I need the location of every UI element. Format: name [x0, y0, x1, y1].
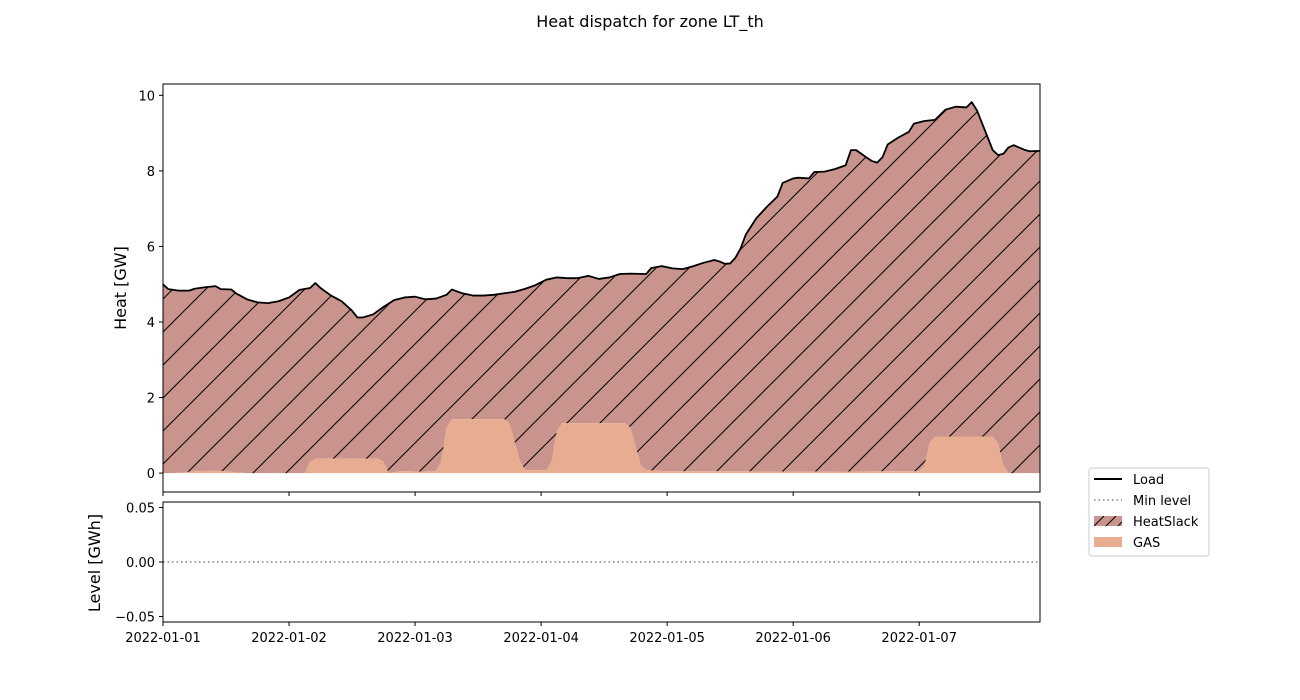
heat-dispatch-plot-area — [163, 101, 1040, 474]
storage-level-axes: −0.050.000.05 2022-01-01 2022-01-02 2022-0… — [85, 501, 1041, 646]
heatslack-hatch — [163, 102, 1040, 474]
level-y-ticks: −0.05 0.00 0.05 — [115, 501, 163, 626]
legend-label-heatslack: HeatSlack — [1133, 515, 1199, 530]
legend-heatslack-hatch — [1094, 516, 1122, 526]
level-x-tick-label: 2022-01-03 — [377, 631, 453, 646]
gas-area — [163, 419, 1040, 474]
level-y-tick-label: 0.00 — [126, 556, 155, 571]
legend-label-gas: GAS — [1133, 536, 1160, 551]
level-x-tick-label: 2022-01-01 — [125, 631, 201, 646]
level-x-ticks: 2022-01-01 2022-01-02 2022-01-03 2022-01-04… — [125, 622, 957, 646]
heat-y-tick-label: 4 — [147, 316, 155, 331]
level-x-tick-label: 2022-01-06 — [755, 631, 831, 646]
heat-y-ticks: 0 2 4 6 8 10 — [138, 89, 163, 482]
level-x-tick-label: 2022-01-05 — [629, 631, 705, 646]
heat-dispatch-axes: 0 2 4 6 8 10 Heat [GW] — [111, 83, 1041, 496]
chart-legend: Load Min level HeatSlack GAS — [1088, 467, 1210, 557]
level-y-tick-label: 0.05 — [126, 501, 155, 516]
level-x-tick-label: 2022-01-04 — [503, 631, 579, 646]
chart-title: Heat dispatch for zone LT_th — [536, 12, 763, 32]
legend-label-min-level: Min level — [1133, 494, 1191, 509]
heat-dispatch-axes-frame — [162, 83, 1041, 493]
heat-x-ticks — [162, 492, 920, 496]
heat-y-axis-label: Heat [GW] — [111, 246, 130, 330]
legend-frame — [1088, 467, 1210, 557]
heat-y-tick-label: 8 — [147, 165, 155, 180]
heat-y-tick-label: 6 — [147, 240, 155, 255]
level-y-tick-label: −0.05 — [115, 611, 155, 626]
heat-y-tick-label: 0 — [147, 467, 155, 482]
load-line — [163, 101, 1040, 319]
level-x-tick-label: 2022-01-02 — [251, 631, 327, 646]
legend-gas-swatch — [1094, 537, 1122, 547]
level-x-tick-label: 2022-01-07 — [881, 631, 957, 646]
level-y-axis-label: Level [GWh] — [85, 514, 104, 612]
legend-label-load: Load — [1133, 473, 1164, 488]
heat-y-tick-label: 10 — [138, 89, 155, 104]
heat-y-tick-label: 2 — [147, 392, 155, 407]
